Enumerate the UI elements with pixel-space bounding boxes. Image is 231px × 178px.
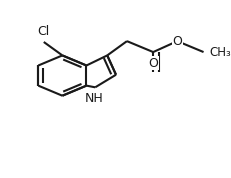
Text: O: O — [172, 35, 181, 48]
Text: Cl: Cl — [37, 25, 50, 38]
Text: NH: NH — [84, 91, 103, 104]
Text: O: O — [148, 57, 158, 70]
Text: CH₃: CH₃ — [208, 46, 230, 59]
